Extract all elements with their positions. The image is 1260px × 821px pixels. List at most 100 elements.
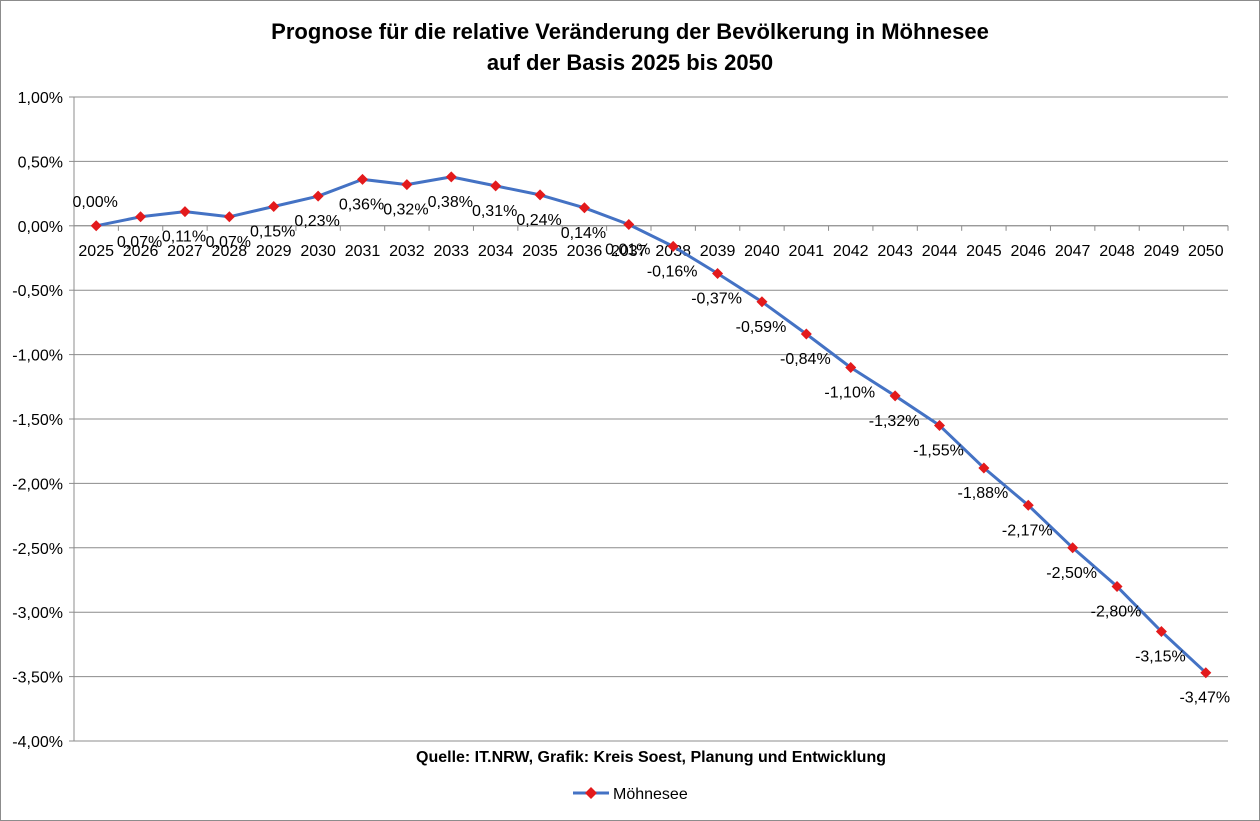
x-tick-label: 2039 — [700, 243, 736, 260]
data-point-marker — [401, 179, 413, 191]
data-label: -2,80% — [1091, 603, 1142, 620]
chart-title-line-2: auf der Basis 2025 bis 2050 — [487, 50, 773, 75]
data-label: -2,17% — [1002, 522, 1053, 539]
y-tick-label: -4,00% — [12, 734, 63, 751]
y-tick-label: -1,00% — [12, 348, 63, 365]
data-point-marker — [1022, 499, 1034, 511]
data-label: 0,23% — [294, 213, 339, 230]
data-point-marker — [445, 171, 457, 183]
x-tick-label: 2025 — [78, 243, 114, 260]
x-tick-label: 2032 — [389, 243, 425, 260]
y-tick-label: -2,00% — [12, 476, 63, 493]
y-tick-label: 0,00% — [18, 219, 63, 236]
data-point-marker — [889, 390, 901, 402]
x-tick-label: 2026 — [123, 243, 159, 260]
data-label: 0,36% — [339, 196, 384, 213]
y-tick-label: -3,00% — [12, 605, 63, 622]
series-line — [95, 175, 1207, 674]
legend: Möhnesee — [573, 786, 688, 803]
data-label: 0,15% — [250, 223, 295, 240]
data-point-marker — [667, 240, 679, 252]
data-label: 0,00% — [73, 194, 118, 211]
data-label: 0,14% — [561, 225, 606, 242]
data-point-marker — [1111, 580, 1123, 592]
x-tick-label: 2033 — [433, 243, 469, 260]
x-tick-label: 2046 — [1010, 243, 1046, 260]
data-point-marker — [135, 211, 147, 223]
data-point-marker — [934, 419, 945, 431]
data-point-marker — [800, 328, 812, 340]
x-tick-label: 2044 — [922, 243, 958, 260]
data-point-marker — [756, 296, 768, 308]
x-tick-label: 2029 — [256, 243, 292, 260]
data-label: -1,10% — [824, 384, 875, 401]
x-tick-label: 2041 — [789, 243, 825, 260]
y-tick-label: -1,50% — [12, 412, 63, 429]
data-point-marker — [578, 202, 590, 214]
data-label: 0,07% — [206, 234, 251, 251]
data-point-marker — [978, 462, 990, 474]
legend-marker-swatch — [585, 787, 597, 799]
data-labels: 0,00%0,07% 0,11% 0,07%0,15%0,23%0,36% 0,32%… — [73, 194, 1231, 707]
data-point-marker — [490, 180, 502, 192]
x-tick-label: 2043 — [877, 243, 913, 260]
x-tick-label: 2045 — [966, 243, 1002, 260]
x-tick-label: 2050 — [1188, 243, 1224, 260]
data-point-marker — [534, 189, 546, 201]
data-point-marker — [845, 361, 857, 373]
data-point-marker — [312, 190, 324, 202]
data-label: -1,88% — [958, 485, 1009, 502]
x-tick-label: 2035 — [522, 243, 558, 260]
data-point-marker — [179, 206, 191, 218]
data-label: -3,15% — [1135, 649, 1186, 666]
data-point-marker — [268, 200, 280, 212]
x-tick-label: 2030 — [300, 243, 336, 260]
x-tick-label: 2036 — [567, 243, 603, 260]
series-moehnesee — [90, 171, 1212, 679]
chart-title-line-1: Prognose für die relative Veränderung de… — [271, 19, 989, 44]
data-label: -2,50% — [1046, 565, 1097, 582]
data-point-marker — [1200, 667, 1212, 679]
x-tick-label: 2034 — [478, 243, 514, 260]
data-label: 0,38% — [428, 194, 473, 211]
y-tick-label: -3,50% — [12, 670, 63, 687]
y-tick-label: -2,50% — [12, 541, 63, 558]
data-point-marker — [90, 220, 102, 232]
gridlines — [74, 96, 1228, 742]
x-tick-label: 2042 — [833, 243, 869, 260]
data-label: -0,37% — [691, 290, 742, 307]
y-tick-label: 0,50% — [18, 154, 63, 171]
x-tick-label: 2048 — [1099, 243, 1135, 260]
data-point-marker — [1067, 542, 1079, 554]
data-label: -0,84% — [780, 351, 831, 368]
y-tick-label: 1,00% — [18, 90, 63, 107]
x-tick-label: 2028 — [212, 243, 248, 260]
data-point-marker — [223, 211, 235, 223]
data-point-marker — [712, 267, 724, 279]
data-label: -1,55% — [913, 442, 964, 459]
data-label: -3,47% — [1179, 690, 1230, 707]
x-tick-label: 2049 — [1144, 243, 1180, 260]
data-label: 0,24% — [516, 212, 561, 229]
data-label: 0,11% — [162, 229, 206, 246]
y-tick-label: -0,50% — [12, 283, 63, 300]
x-tick-label: 2037 — [611, 243, 647, 260]
x-tick-label: 2031 — [345, 243, 381, 260]
data-label: -1,32% — [869, 413, 920, 430]
data-label: 0,32% — [383, 202, 428, 219]
data-label: 0,07% — [117, 234, 162, 251]
x-axis: 2025 2026 2027 2028 2029 2030 2031 2032 2033 2034… — [73, 225, 1229, 260]
y-axis: 1,00% 0,50% 0,00% -0,50% -1,00% -1,50% -2,00% -… — [12, 90, 75, 751]
data-label: -0,59% — [736, 319, 787, 336]
data-point-marker — [623, 219, 635, 231]
x-tick-label: 2040 — [744, 243, 780, 260]
data-label: 0,31% — [472, 203, 517, 220]
data-point-marker — [1155, 626, 1167, 638]
data-label: -0,16% — [647, 263, 698, 280]
data-point-marker — [357, 173, 368, 185]
x-tick-label: 2047 — [1055, 243, 1091, 260]
source-note: Quelle: IT.NRW, Grafik: Kreis Soest, Pla… — [416, 749, 886, 766]
legend-label-moehnesee: Möhnesee — [613, 786, 688, 803]
x-tick-label: 2027 — [167, 243, 203, 260]
